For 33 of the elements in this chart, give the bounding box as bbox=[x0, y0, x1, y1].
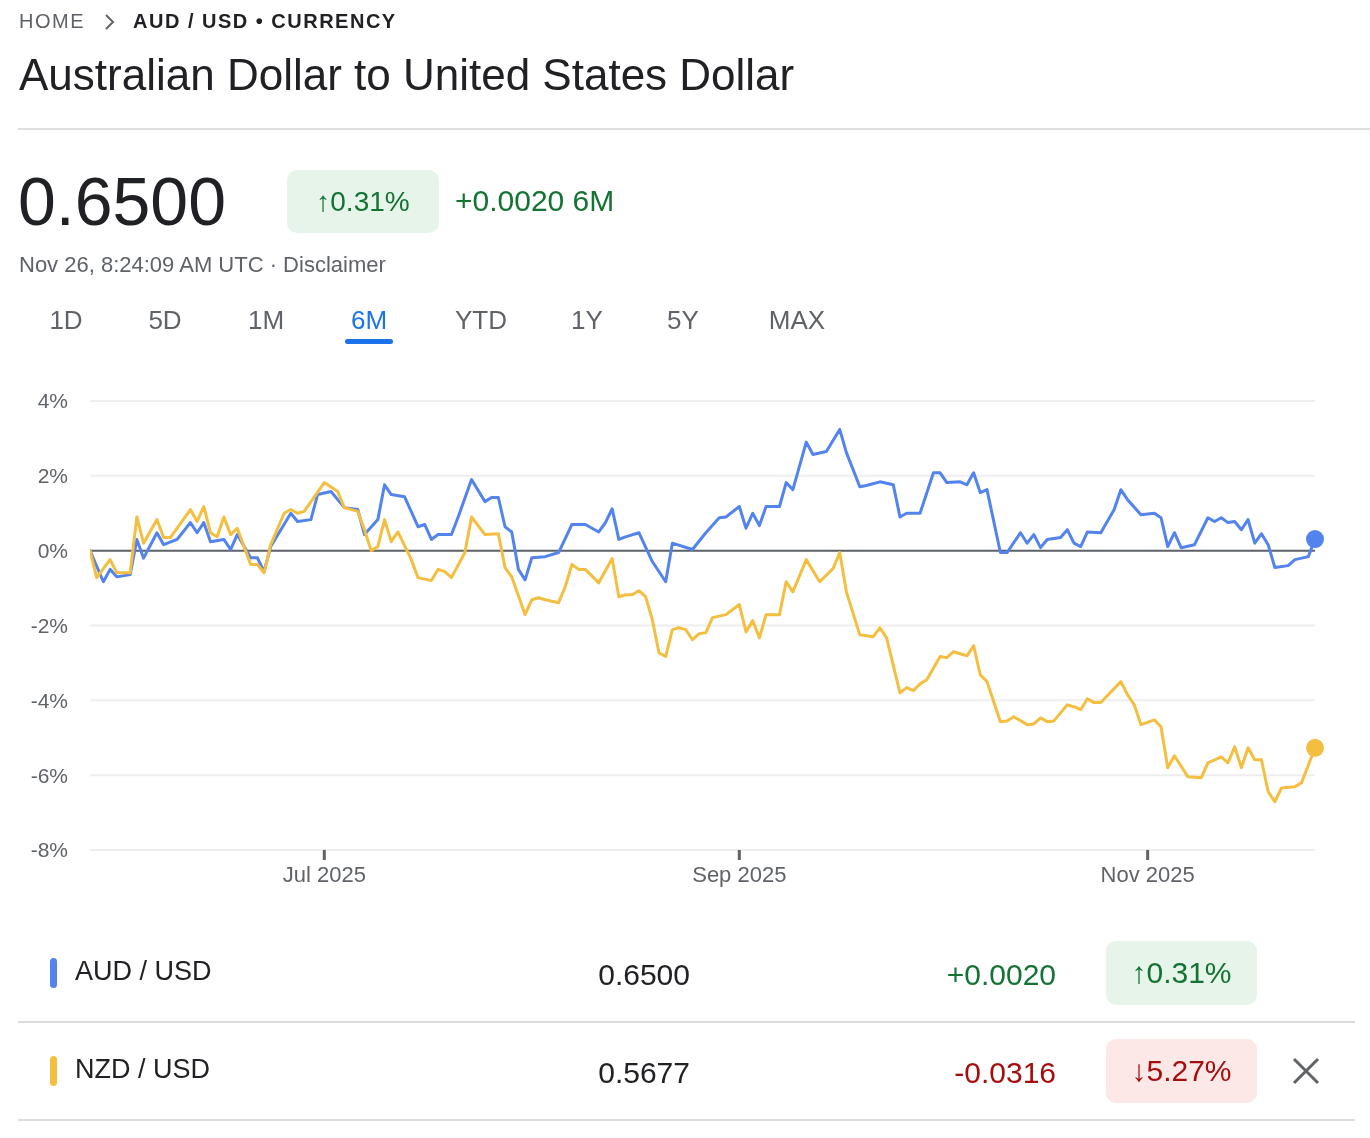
text: 0.6500 bbox=[597, 958, 690, 992]
text: ↑0.31% bbox=[287, 170, 439, 233]
text: 1M bbox=[246, 305, 286, 336]
text: Nov 26, 8:24:09 AM UTC · Disclaimer bbox=[19, 252, 386, 278]
y-tick-label: -2% bbox=[30, 613, 68, 637]
legend-label: AUD / USD bbox=[75, 956, 212, 987]
y-tick-label: 2% bbox=[37, 464, 68, 488]
x-tick-label: Nov 2025 bbox=[1100, 861, 1195, 887]
text: AUD / USD • CURRENCY bbox=[133, 10, 397, 33]
text: -0.0316 bbox=[953, 1056, 1056, 1090]
text: +0.0020 bbox=[945, 958, 1056, 992]
text: 5D bbox=[147, 305, 183, 336]
chart-title: Australian Dollar to United States Dollar bbox=[19, 50, 795, 100]
text: 0.6500 bbox=[18, 162, 226, 240]
legend-label: NZD / USD bbox=[75, 1054, 210, 1085]
x-tick-label: Sep 2025 bbox=[692, 861, 787, 887]
x-tick-label: Jul 2025 bbox=[282, 861, 366, 887]
text: 5Y bbox=[666, 305, 700, 336]
text: 1D bbox=[48, 305, 84, 336]
text: ↓5.27% bbox=[1106, 1039, 1257, 1103]
text: +0.0020 6M bbox=[455, 184, 615, 218]
text: 0.5677 bbox=[597, 1056, 690, 1090]
y-tick-label: 0% bbox=[37, 539, 68, 563]
y-tick-label: -6% bbox=[30, 763, 68, 787]
y-tick-label: -8% bbox=[30, 838, 68, 862]
y-tick-label: 4% bbox=[37, 389, 68, 413]
text: MAX bbox=[767, 305, 827, 336]
y-tick-label: -4% bbox=[30, 688, 68, 712]
text: ↑0.31% bbox=[1106, 941, 1257, 1005]
text: YTD bbox=[454, 305, 508, 336]
text: 6M bbox=[349, 305, 389, 336]
text: HOME bbox=[19, 10, 85, 33]
text: 1Y bbox=[570, 305, 604, 336]
